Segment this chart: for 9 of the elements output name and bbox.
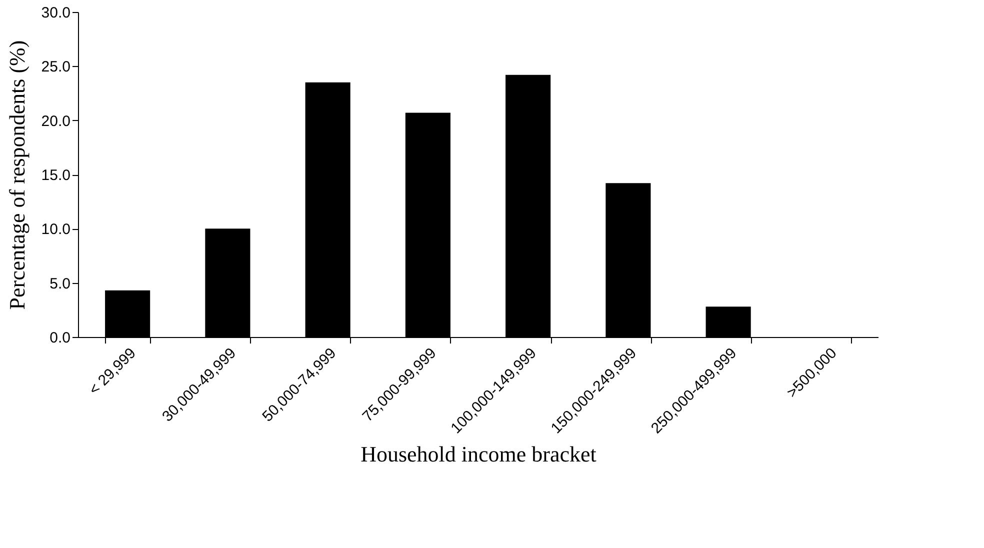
y-tick-label: 0.0 [50, 330, 70, 346]
y-tick-label: 10.0 [41, 221, 70, 238]
y-tick-label: 30.0 [41, 4, 70, 22]
y-tick-label: 15.0 [41, 167, 70, 184]
x-axis-title: Household income bracket [360, 441, 596, 466]
y-tick-label: 5.0 [50, 275, 70, 292]
y-tick-label: 20.0 [41, 112, 70, 130]
y-axis-title: Percentage of respondents (%) [4, 40, 30, 310]
y-tick-label: 25.0 [41, 58, 70, 76]
